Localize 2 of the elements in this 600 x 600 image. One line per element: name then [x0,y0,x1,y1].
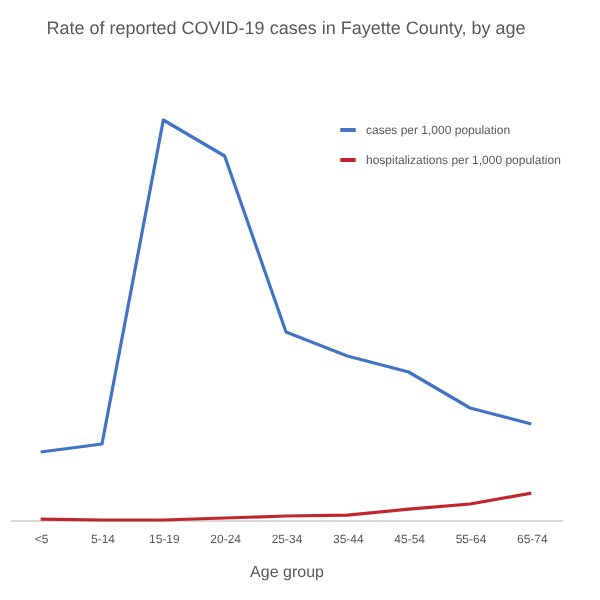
chart-title: Rate of reported COVID-19 cases in Fayette County, by age [46,18,526,39]
x-axis-title: Age group [250,563,326,581]
